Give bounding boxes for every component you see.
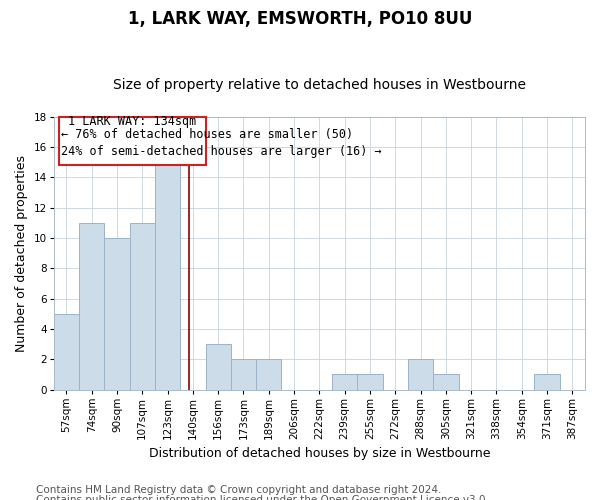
Bar: [535, 374, 560, 390]
Bar: [104, 238, 130, 390]
Bar: [408, 360, 433, 390]
Text: 1 LARK WAY: 134sqm: 1 LARK WAY: 134sqm: [68, 115, 196, 128]
Bar: [358, 374, 383, 390]
Text: Contains HM Land Registry data © Crown copyright and database right 2024.: Contains HM Land Registry data © Crown c…: [36, 485, 442, 495]
Bar: [206, 344, 231, 390]
X-axis label: Distribution of detached houses by size in Westbourne: Distribution of detached houses by size …: [149, 447, 490, 460]
Bar: [231, 360, 256, 390]
Bar: [433, 374, 458, 390]
Bar: [155, 162, 180, 390]
Text: 1, LARK WAY, EMSWORTH, PO10 8UU: 1, LARK WAY, EMSWORTH, PO10 8UU: [128, 10, 472, 28]
Bar: [79, 223, 104, 390]
Text: ← 76% of detached houses are smaller (50): ← 76% of detached houses are smaller (50…: [61, 128, 353, 141]
Bar: [54, 314, 79, 390]
Bar: [256, 360, 281, 390]
Title: Size of property relative to detached houses in Westbourne: Size of property relative to detached ho…: [113, 78, 526, 92]
Y-axis label: Number of detached properties: Number of detached properties: [15, 154, 28, 352]
Bar: [332, 374, 358, 390]
FancyBboxPatch shape: [59, 117, 206, 166]
Text: 24% of semi-detached houses are larger (16) →: 24% of semi-detached houses are larger (…: [61, 145, 382, 158]
Bar: [130, 223, 155, 390]
Text: Contains public sector information licensed under the Open Government Licence v3: Contains public sector information licen…: [36, 495, 489, 500]
